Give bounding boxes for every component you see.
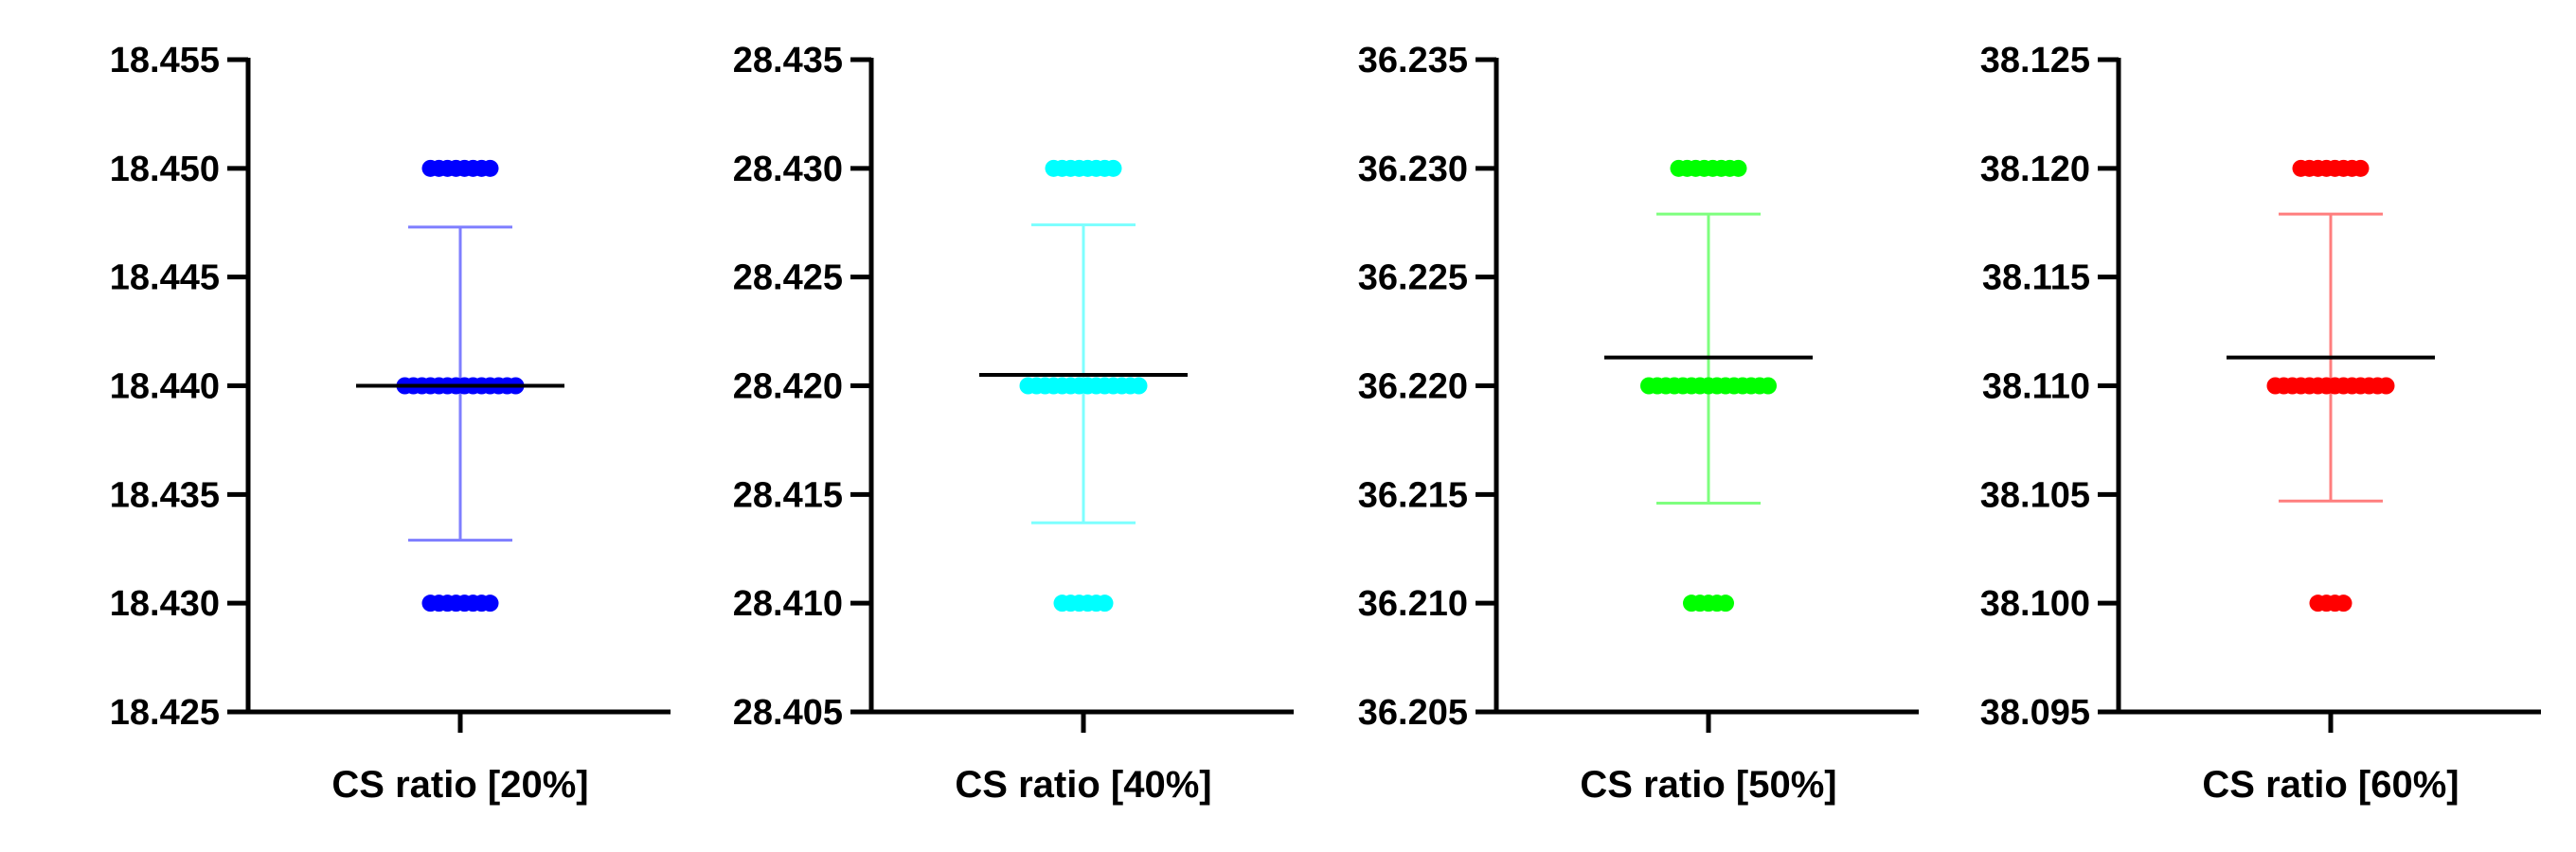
y-tick-label: 18.440: [110, 367, 220, 407]
y-tick-label: 28.435: [733, 41, 843, 80]
y-tick-label: 38.110: [1982, 367, 2090, 407]
y-tick-label: 36.210: [1358, 584, 1468, 624]
x-category-label: CS ratio [40%]: [955, 764, 1211, 806]
y-tick-label: 38.105: [1980, 475, 2090, 515]
data-point: [2352, 159, 2370, 177]
y-tick-label: 28.405: [733, 693, 843, 733]
data-point: [2377, 377, 2395, 395]
data-point: [1717, 595, 1734, 612]
panel-4: 38.125 38.120 38.115 38.110 38.105 38.100 38.0…: [1980, 41, 2541, 806]
data-point: [481, 159, 499, 177]
y-tick-label: 18.455: [110, 41, 220, 80]
data-points: [1640, 159, 1777, 612]
panel-3: 36.235 36.230 36.225 36.220 36.215 36.210 36.2…: [1358, 41, 1919, 806]
y-tick-label: 38.125: [1980, 41, 2090, 80]
y-tick-label: 18.425: [110, 693, 220, 733]
data-points: [396, 159, 525, 612]
data-point: [481, 595, 499, 612]
y-tick-label: 38.115: [1982, 258, 2090, 298]
panel-1: 18.455 18.450 18.445 18.440 18.435 18.430 18.4…: [110, 41, 671, 806]
data-point: [2334, 595, 2352, 612]
y-tick-label: 28.410: [733, 584, 843, 624]
y-tick-label: 36.205: [1358, 693, 1468, 733]
x-category-label: CS ratio [60%]: [2202, 764, 2459, 806]
y-tick-label: 36.235: [1358, 41, 1468, 80]
data-point: [1096, 595, 1114, 612]
data-point: [1130, 377, 1148, 395]
y-tick-label: 38.100: [1980, 584, 2090, 624]
panel-2: 28.435 28.430 28.425 28.420 28.415 28.410 28.4…: [733, 41, 1294, 806]
data-point: [1760, 377, 1777, 395]
y-tick-label: 38.095: [1980, 693, 2090, 733]
y-tick-label: 36.220: [1358, 367, 1468, 407]
x-category-label: CS ratio [20%]: [331, 764, 588, 806]
y-tick-label: 18.430: [110, 584, 220, 624]
y-tick-label: 18.435: [110, 475, 220, 515]
data-points: [2266, 159, 2395, 612]
y-tick-label: 36.215: [1358, 475, 1468, 515]
y-tick-label: 36.230: [1358, 150, 1468, 189]
data-point: [1729, 159, 1747, 177]
y-tick-label: 18.445: [110, 258, 220, 298]
y-tick-label: 36.225: [1358, 258, 1468, 298]
y-tick-label: 28.425: [733, 258, 843, 298]
x-category-label: CS ratio [50%]: [1580, 764, 1836, 806]
y-tick-label: 28.415: [733, 475, 843, 515]
y-tick-label: 18.450: [110, 150, 220, 189]
data-point: [1104, 159, 1122, 177]
y-tick-label: 28.420: [733, 367, 843, 407]
y-tick-label: 38.120: [1980, 150, 2090, 189]
panels: 18.455 18.450 18.445 18.440 18.435 18.430 18.4…: [110, 41, 2541, 806]
y-tick-label: 28.430: [733, 150, 843, 189]
data-points: [1019, 159, 1148, 612]
